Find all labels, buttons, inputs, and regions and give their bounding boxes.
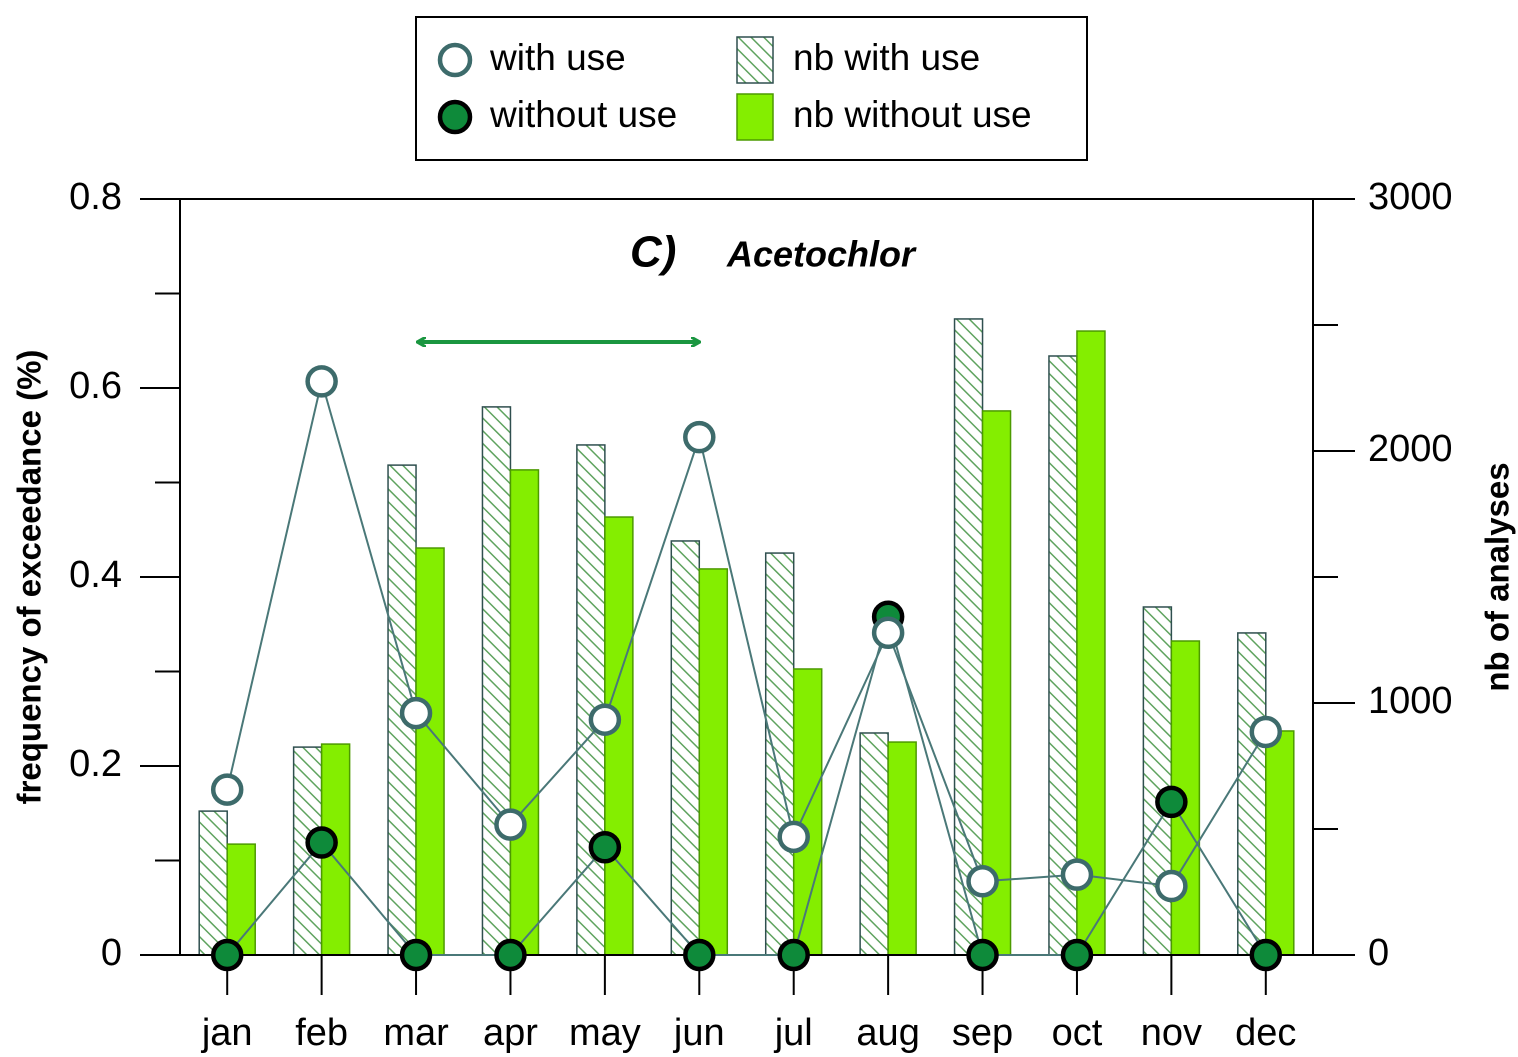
y2-tick-label: 0: [1368, 932, 1389, 974]
x-tick-label: jun: [673, 1012, 725, 1054]
marker: [588, 831, 622, 864]
bar: [670, 540, 701, 956]
marker: [683, 420, 716, 454]
legend-label: nb with use: [793, 37, 980, 78]
bar: [198, 810, 228, 956]
legend-marker: [437, 99, 473, 135]
marker: [305, 826, 338, 859]
y2-tick-label: 1000: [1368, 680, 1453, 722]
marker: [1155, 785, 1188, 819]
x-tick-label: mar: [383, 1012, 449, 1054]
y-tick-label: 0.2: [69, 743, 122, 785]
x-tick-label: dec: [1235, 1012, 1296, 1054]
x-tick-label: sep: [952, 1012, 1013, 1054]
x-tick-label: may: [569, 1012, 641, 1054]
legend-marker: [437, 42, 473, 78]
marker: [588, 703, 622, 736]
y2-tick-label: 3000: [1368, 176, 1453, 218]
y-tick-label: 0.8: [69, 176, 122, 218]
bar: [509, 469, 540, 956]
marker: [494, 808, 527, 841]
marker: [399, 938, 433, 972]
bar: [1265, 730, 1295, 956]
marker: [777, 938, 810, 972]
y-tick-label: 0: [101, 932, 122, 974]
bar: [698, 568, 729, 956]
marker: [1249, 938, 1283, 972]
x-tick-label: apr: [483, 1012, 538, 1054]
x-tick-label: nov: [1141, 1012, 1202, 1054]
y-tick-label: 0.6: [69, 365, 122, 407]
legend-swatch: [736, 36, 774, 84]
bar: [415, 547, 445, 956]
x-tick-label: oct: [1052, 1012, 1103, 1054]
marker: [777, 820, 810, 854]
bar: [887, 741, 917, 956]
marker: [210, 773, 244, 806]
y-tick-label: 0.4: [69, 554, 122, 596]
plot-area: 0 0.2 0.4 0.6 0.8 0 1000 2000 3000 jan feb mar apr ma…: [69, 176, 1452, 1054]
legend-items: with use without use nb with use nb without…: [437, 36, 1032, 141]
marker: [1249, 715, 1283, 749]
series-line: [226, 381, 1267, 888]
bar: [226, 843, 256, 956]
marker: [305, 365, 338, 398]
y-axis-label: frequency of exceedance (%): [11, 350, 48, 805]
marker: [683, 938, 716, 972]
marker: [1155, 869, 1188, 903]
chart-title: Acetochlor: [726, 234, 917, 275]
marker: [1060, 858, 1094, 891]
marker: [966, 865, 999, 898]
x-tick-label: aug: [856, 1012, 919, 1054]
bar: [764, 552, 795, 956]
x-tick-label: jan: [201, 1012, 253, 1054]
bar: [604, 516, 634, 956]
x-tick-label: jul: [774, 1012, 813, 1054]
legend-label: without use: [489, 94, 677, 135]
y2-tick-label: 2000: [1368, 428, 1453, 470]
bar: [981, 410, 1012, 956]
legend-swatch: [736, 93, 774, 141]
marker: [494, 938, 527, 972]
marker: [871, 616, 905, 650]
x-tick-label: feb: [295, 1012, 348, 1054]
bar: [859, 732, 889, 956]
bar: [1237, 632, 1267, 956]
marker: [966, 938, 999, 972]
legend-label: nb without use: [793, 94, 1032, 135]
bar: [792, 668, 823, 956]
bar: [1076, 330, 1106, 956]
bar: [1142, 606, 1173, 956]
bar: [576, 444, 606, 956]
series-line: [226, 612, 1267, 956]
bar: [953, 318, 984, 956]
y2-axis-label: nb of analyses: [1479, 462, 1516, 691]
panel-label: C): [630, 228, 676, 277]
marker: [1060, 938, 1094, 972]
bar: [1048, 355, 1078, 956]
legend-label: with use: [489, 37, 626, 78]
marker: [399, 696, 433, 730]
marker: [210, 938, 244, 972]
bar: [481, 406, 512, 956]
